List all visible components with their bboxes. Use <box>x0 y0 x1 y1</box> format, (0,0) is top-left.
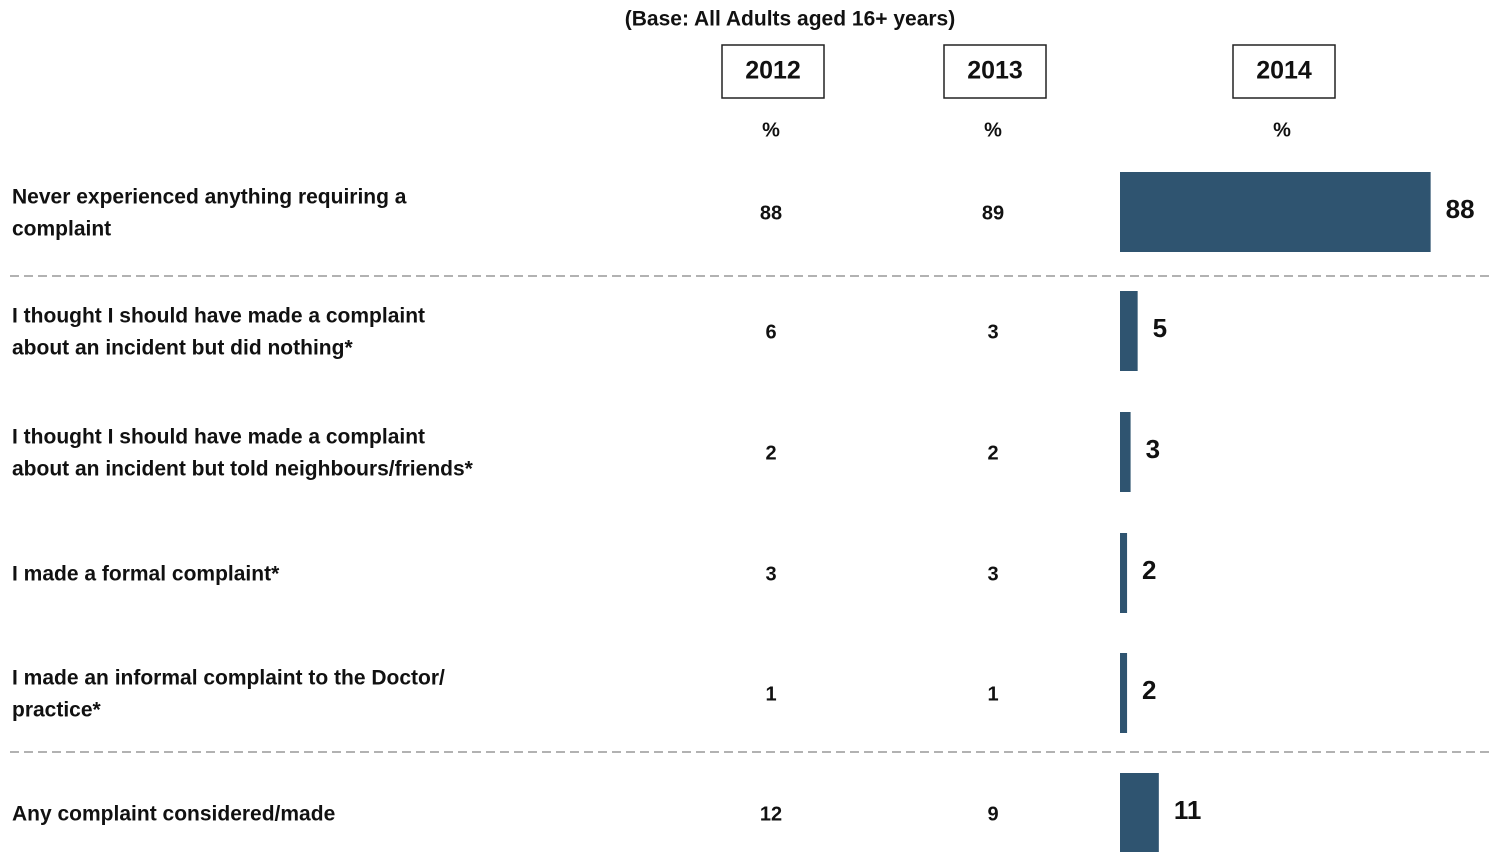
year-header: 2014 <box>1256 57 1312 85</box>
unit-label: % <box>984 119 1002 141</box>
table-value: 3 <box>765 563 776 585</box>
table-value: 3 <box>987 563 998 585</box>
table-value: 1 <box>987 683 998 705</box>
subtitle: (Base: All Adults aged 16+ years) <box>625 8 955 31</box>
value-label: 2 <box>1142 555 1156 585</box>
table-value: 88 <box>760 202 782 224</box>
table-value: 6 <box>765 321 776 343</box>
bar <box>1120 653 1128 733</box>
category-label: practice* <box>12 699 102 722</box>
table-value: 89 <box>982 202 1004 224</box>
bar <box>1120 172 1431 252</box>
unit-label: % <box>1273 119 1291 141</box>
year-box <box>943 44 1047 99</box>
category-label: Any complaint considered/made <box>12 803 335 826</box>
category-label: about an incident but told neighbours/fr… <box>12 458 474 481</box>
table-value: 1 <box>765 683 776 705</box>
value-label: 11 <box>1174 795 1202 825</box>
category-label: complaint <box>12 218 111 241</box>
unit-label: % <box>762 119 780 141</box>
category-label: I thought I should have made a complaint <box>12 426 425 449</box>
year-box <box>721 44 825 99</box>
category-label: I made a formal complaint* <box>12 563 280 586</box>
year-box <box>1232 44 1336 99</box>
value-label: 5 <box>1153 313 1167 343</box>
bar <box>1120 291 1138 371</box>
table-value: 9 <box>987 803 998 825</box>
value-label: 3 <box>1146 434 1160 464</box>
value-label: 88 <box>1446 194 1475 224</box>
category-label: I thought I should have made a complaint <box>12 305 425 328</box>
year-header: 2012 <box>745 57 801 85</box>
year-header: 2013 <box>967 57 1023 85</box>
category-label: Never experienced anything requiring a <box>12 186 407 209</box>
value-label: 2 <box>1142 675 1156 705</box>
bar <box>1120 412 1131 492</box>
table-value: 2 <box>765 442 776 464</box>
category-label: about an incident but did nothing* <box>12 337 353 360</box>
category-label: I made an informal complaint to the Doct… <box>12 667 445 690</box>
bar <box>1120 773 1159 852</box>
bar <box>1120 533 1128 613</box>
table-value: 12 <box>760 803 782 825</box>
table-value: 2 <box>987 442 998 464</box>
table-value: 3 <box>987 321 998 343</box>
